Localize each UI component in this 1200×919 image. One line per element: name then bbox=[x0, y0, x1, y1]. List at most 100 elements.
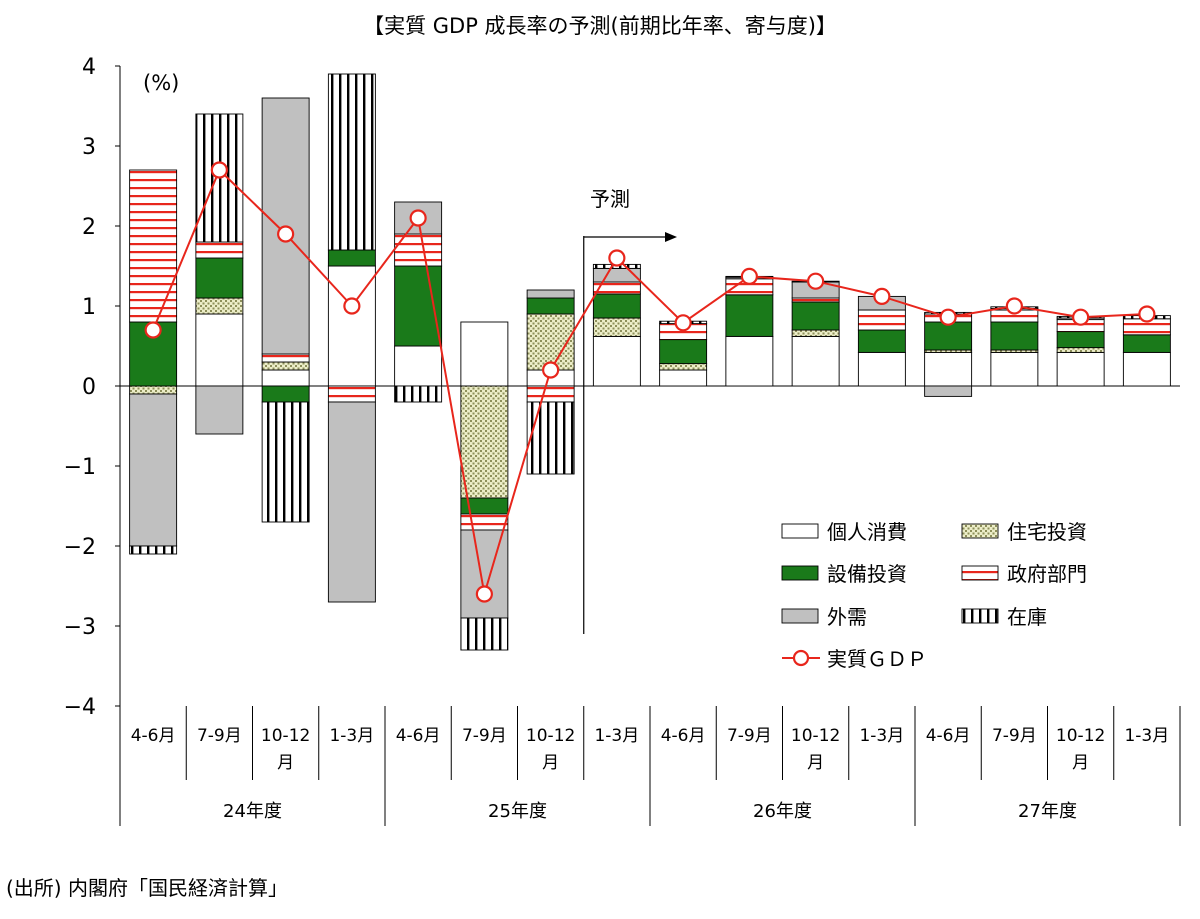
fiscal-year-label: 24年度 bbox=[223, 801, 282, 822]
bar-segment bbox=[924, 351, 973, 387]
category-label: 1-3月 bbox=[329, 726, 374, 746]
bar-segment bbox=[261, 361, 310, 371]
bar-segment bbox=[791, 335, 840, 387]
bar-segment bbox=[261, 369, 310, 387]
category-label: 10-12 月 bbox=[261, 726, 310, 773]
y-axis-label: (%) bbox=[143, 71, 179, 95]
bar-segment bbox=[327, 249, 376, 267]
gdp-point bbox=[608, 249, 626, 267]
fiscal-year-label: 25年度 bbox=[488, 801, 547, 822]
bar-segment bbox=[924, 321, 973, 351]
bar-segment bbox=[460, 385, 509, 499]
bar-segment bbox=[526, 401, 575, 475]
y-tick-label: −1 bbox=[64, 455, 96, 480]
legend-label: 個人消費 bbox=[827, 520, 907, 544]
bar-segment bbox=[725, 294, 774, 337]
category-label: 1-3月 bbox=[859, 726, 904, 746]
gdp-point bbox=[873, 287, 891, 305]
gdp-point bbox=[144, 321, 162, 339]
bar-segment bbox=[592, 335, 641, 387]
gdp-point bbox=[740, 267, 758, 285]
source-note: (出所) 内閣府「国民経済計算」 bbox=[6, 876, 288, 900]
legend-label: 住宅投資 bbox=[1007, 520, 1087, 544]
bar-segment bbox=[659, 363, 708, 371]
y-tick-label: 0 bbox=[82, 375, 96, 400]
gdp-point bbox=[475, 585, 493, 603]
gdp-point bbox=[277, 225, 295, 243]
bar-segment bbox=[460, 513, 509, 531]
y-tick-label: 1 bbox=[82, 295, 96, 320]
y-tick-label: −4 bbox=[64, 695, 96, 720]
y-tick-label: −2 bbox=[64, 535, 96, 560]
gdp-point bbox=[674, 314, 692, 332]
bar-segment bbox=[791, 297, 840, 303]
bar-segment bbox=[1122, 351, 1171, 387]
bar-segment bbox=[791, 329, 840, 337]
category-label: 7-9月 bbox=[197, 726, 242, 746]
legend-swatch bbox=[781, 523, 819, 539]
bar-segment bbox=[659, 369, 708, 387]
forecast-label: 予測 bbox=[590, 187, 630, 211]
bar-segment bbox=[526, 297, 575, 315]
bar-segment bbox=[526, 385, 575, 403]
gdp-line bbox=[152, 168, 1147, 595]
bar-segment bbox=[195, 241, 244, 259]
bar-segment bbox=[261, 353, 310, 363]
forecast-arrow-head bbox=[665, 232, 677, 242]
gdp-point bbox=[542, 361, 560, 379]
chart-title: 【実質 GDP 成長率の予測(前期比年率、寄与度)】 bbox=[363, 14, 837, 38]
bar-segment bbox=[327, 73, 376, 251]
legend-swatch bbox=[961, 565, 999, 581]
bar-segment bbox=[460, 529, 509, 619]
bar-segment bbox=[592, 281, 641, 295]
legend-label: 外需 bbox=[827, 605, 867, 629]
bar-segment bbox=[394, 385, 443, 403]
bar-segment bbox=[791, 301, 840, 331]
bar-segment bbox=[129, 385, 178, 395]
fiscal-year-label: 27年度 bbox=[1018, 801, 1077, 822]
gdp-point bbox=[939, 308, 957, 326]
legend-line-marker bbox=[792, 649, 810, 667]
bar-segment bbox=[857, 309, 906, 331]
y-tick-label: 3 bbox=[82, 135, 96, 160]
legend-swatch bbox=[781, 608, 819, 624]
category-label: 7-9月 bbox=[727, 726, 772, 746]
category-label: 4-6月 bbox=[131, 726, 176, 746]
bar-segment bbox=[1056, 351, 1105, 387]
bar-segment bbox=[924, 385, 973, 397]
bar-segment bbox=[526, 289, 575, 299]
legend-label: 政府部門 bbox=[1007, 562, 1087, 586]
bar-segment bbox=[129, 545, 178, 555]
category-label: 10-12 月 bbox=[526, 726, 575, 773]
category-label: 4-6月 bbox=[661, 726, 706, 746]
bar-segment bbox=[327, 401, 376, 603]
y-tick-label: −3 bbox=[64, 615, 96, 640]
gdp-point bbox=[343, 297, 361, 315]
gdp-point bbox=[1138, 305, 1156, 323]
legend-swatch bbox=[961, 608, 999, 624]
category-label: 4-6月 bbox=[396, 726, 441, 746]
bar-segment bbox=[327, 385, 376, 403]
gdp-point bbox=[409, 209, 427, 227]
bar-segment bbox=[857, 329, 906, 353]
legend-swatch bbox=[961, 523, 999, 539]
bar-segment bbox=[261, 401, 310, 523]
bar-segment bbox=[857, 351, 906, 387]
bar-segment bbox=[592, 293, 641, 319]
category-label: 10-12 月 bbox=[1056, 726, 1105, 773]
bar-segment bbox=[394, 345, 443, 387]
category-label: 10-12 月 bbox=[791, 726, 840, 773]
bar-segment bbox=[659, 339, 708, 365]
category-label: 4-6月 bbox=[926, 726, 971, 746]
bar-segment bbox=[460, 617, 509, 651]
legend-label: 実質ＧＤＰ bbox=[827, 647, 927, 671]
bar-segment bbox=[195, 257, 244, 299]
bar-segment bbox=[195, 313, 244, 387]
category-label: 1-3月 bbox=[1124, 726, 1169, 746]
category-label: 7-9月 bbox=[462, 726, 507, 746]
gdp-point bbox=[210, 161, 228, 179]
bar-segment bbox=[592, 317, 641, 337]
gdp-point bbox=[807, 272, 825, 290]
bar-segment bbox=[129, 393, 178, 547]
